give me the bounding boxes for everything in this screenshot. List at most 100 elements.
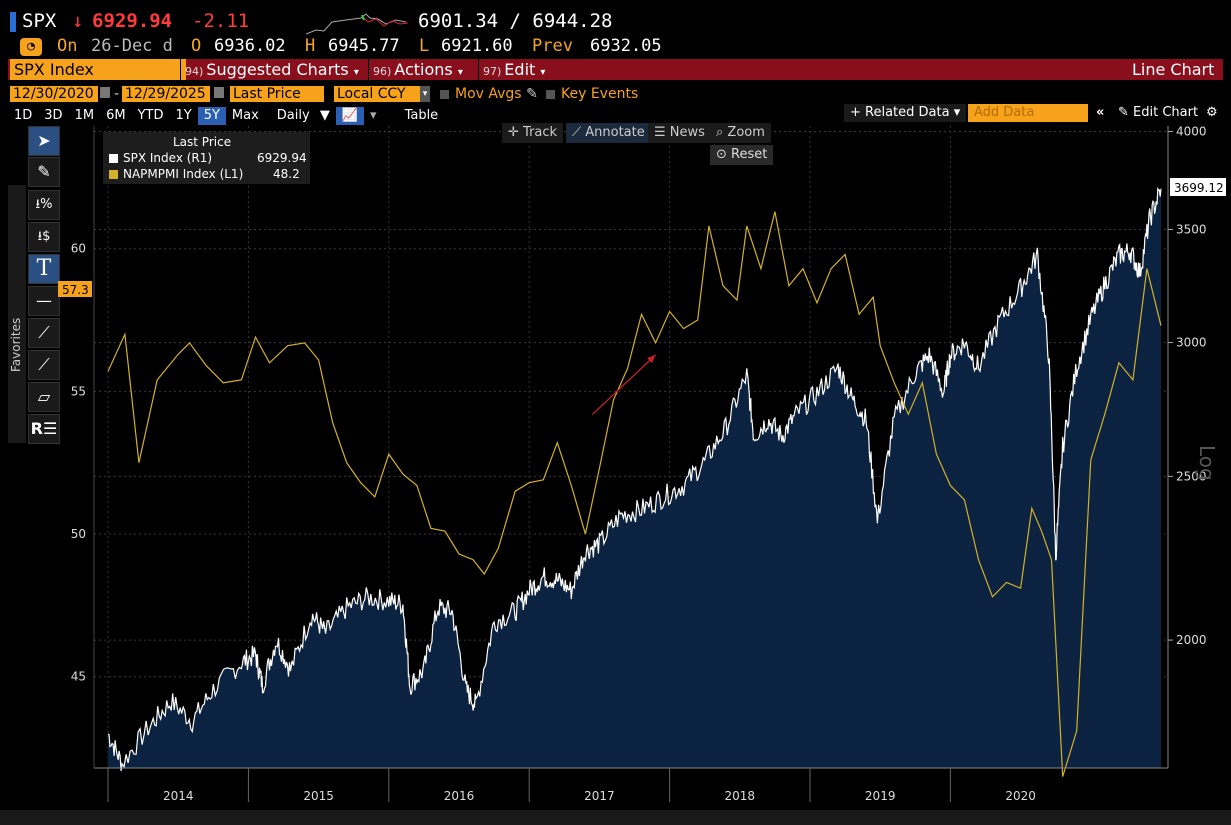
range-1m[interactable]: 1M (74, 108, 95, 123)
reset-button[interactable]: ⊙ Reset (710, 145, 774, 165)
range-1y[interactable]: 1Y (175, 108, 192, 123)
controls-row: 12/30/2020 - 12/29/2025 Last Price Local… (8, 86, 1223, 104)
x-tick-label: 2017 (584, 789, 615, 803)
right-tick-label: 4000 (1176, 124, 1207, 138)
x-tick-label: 2020 (1005, 789, 1036, 803)
chevron-down-icon: ▾ (457, 67, 463, 78)
chart-legend[interactable]: Last Price SPX Index (R1) 6929.94 NAPMPM… (103, 132, 310, 184)
gear-icon[interactable]: ⚙ (1206, 105, 1218, 120)
fibonacci-icon[interactable]: R☰ (28, 414, 60, 444)
x-tick-label: 2016 (444, 789, 475, 803)
legend-spx-name: SPX Index (R1) (123, 151, 213, 165)
open-label: O (191, 36, 202, 56)
end-date-input[interactable]: 12/29/2025 (122, 86, 210, 102)
left-value-marker-text: 57.3 (62, 283, 89, 297)
actions-label: Actions (394, 60, 453, 79)
range-5y[interactable]: 5Y (197, 107, 226, 125)
start-date-input[interactable]: 12/30/2020 (10, 86, 98, 102)
zoom-icon: ⌕ (716, 125, 724, 140)
checkbox-icon (440, 89, 449, 99)
key-events-toggle[interactable]: Key Events (546, 86, 638, 102)
range-ytd[interactable]: YTD (137, 108, 164, 123)
add-data-input[interactable]: Add Data (968, 104, 1088, 122)
ohlc-row: ◔ On 26-Dec d O 6936.02 H 6945.77 L 6921… (8, 36, 1223, 60)
dollar-tool-icon[interactable]: ⭳$ (28, 222, 60, 252)
range-selector: 1D 3D 1M 6M YTD 1Y 5Y Max Daily ▼ 📈 ▾ Table + Relat… (8, 104, 1223, 125)
high-value: 6945.77 (328, 36, 400, 56)
line-style-icon[interactable]: 📈 (335, 107, 365, 125)
chevron-down-icon[interactable]: ▾ (420, 86, 430, 102)
prev-label: Prev (532, 36, 573, 56)
right-tick-label: 2500 (1176, 469, 1207, 483)
range-1d[interactable]: 1D (14, 108, 33, 123)
security-field[interactable]: SPX Index (10, 59, 186, 80)
table-button[interactable]: Table (404, 108, 439, 123)
currency-select[interactable]: Local CCY (334, 86, 424, 102)
right-tick-label: 3000 (1176, 336, 1207, 350)
left-tick-label: 55 (71, 384, 86, 398)
x-tick-label: 2015 (303, 789, 334, 803)
legend-spx-value: 6929.94 (257, 151, 307, 165)
edit-menu[interactable]: 97) Edit ▾ (478, 59, 559, 80)
related-data-button[interactable]: + Related Data ▾ (844, 104, 967, 122)
calendar-icon[interactable] (100, 87, 110, 98)
channel-icon[interactable]: ▱ (28, 382, 60, 412)
right-axis-labels: 2000 2500 3000 3500 4000 (1168, 124, 1207, 647)
collapse-icon[interactable]: « (1096, 105, 1105, 120)
range-6m[interactable]: 6M (106, 108, 126, 123)
spx-area (108, 188, 1161, 771)
left-axis-labels: 45 50 55 60 (71, 242, 86, 684)
range-3d[interactable]: 3D (44, 108, 63, 123)
chevron-down-icon[interactable]: ▾ (370, 108, 377, 123)
date-separator: - (114, 86, 120, 102)
left-tick-label: 60 (71, 242, 86, 256)
range-max[interactable]: Max (231, 108, 259, 123)
calendar-icon[interactable] (214, 87, 224, 98)
track-button[interactable]: ✛ Track (502, 123, 564, 143)
ticker-symbol[interactable]: SPX (22, 10, 57, 32)
mov-avgs-label: Mov Avgs (455, 86, 522, 102)
reset-label: Reset (731, 147, 768, 162)
checkbox-icon (546, 89, 555, 99)
zoom-button[interactable]: ⌕ Zoom (710, 123, 771, 143)
status-bar (0, 810, 1231, 825)
annotate-icon: ⟋ (572, 125, 582, 140)
x-tick-label: 2014 (163, 789, 194, 803)
x-axis-labels: 2014 2015 2016 2017 2018 2019 2020 (107, 768, 1036, 803)
field-select[interactable]: Last Price (230, 86, 324, 102)
ray-icon[interactable]: ⟋ (28, 350, 60, 380)
edit-number: 97) (483, 65, 502, 78)
right-value-marker-text: 3699.12 (1174, 181, 1224, 195)
day-range: 6901.34 / 6944.28 (418, 10, 613, 32)
annotate-button[interactable]: ⟋ Annotate (566, 123, 651, 143)
news-button[interactable]: ☰ News (648, 123, 711, 143)
frequency-select[interactable]: Daily ▼ (265, 107, 336, 125)
sparkline-icon (306, 13, 409, 35)
actions-menu[interactable]: 96) Actions ▾ (368, 59, 481, 80)
log-scale-label: Log (1195, 445, 1219, 481)
suggested-charts-menu[interactable]: 94) Suggested Charts ▾ (180, 59, 371, 80)
trendline-icon[interactable]: ⟋ (28, 318, 60, 348)
gauge-icon[interactable]: ◔ (20, 38, 42, 56)
legend-pmi-value: 48.2 (273, 167, 300, 181)
pointer-icon[interactable]: ➤ (28, 126, 60, 156)
right-tick-label: 3500 (1176, 222, 1207, 236)
annotation-arrowhead (647, 354, 656, 364)
mov-avgs-toggle[interactable]: Mov Avgs ✎ (440, 86, 538, 102)
horizontal-line-icon[interactable]: — (28, 286, 60, 316)
left-tick-label: 50 (71, 527, 86, 541)
actions-number: 96) (373, 65, 392, 78)
track-label: Track (523, 125, 558, 140)
percent-tool-icon[interactable]: ⭳% (28, 190, 60, 220)
favorites-tab[interactable]: Favorites (8, 185, 26, 443)
related-data-label: Related Data (865, 105, 950, 120)
low-value: 6921.60 (441, 36, 513, 56)
down-arrow-icon: ↓ (72, 10, 84, 32)
pmi-line (107, 211, 1162, 777)
pen-icon[interactable]: ✎ (28, 157, 60, 187)
pencil-icon: ✎ (1118, 105, 1129, 120)
edit-chart-label: Edit Chart (1133, 105, 1199, 120)
text-tool-icon[interactable]: T (28, 254, 60, 284)
edit-chart-button[interactable]: ✎ Edit Chart (1112, 104, 1204, 122)
